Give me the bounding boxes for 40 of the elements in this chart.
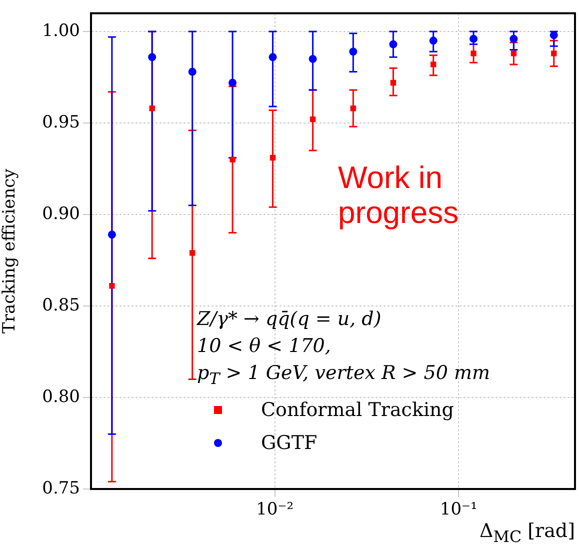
point <box>349 48 358 56</box>
y-tick-label: 0.80 <box>42 386 80 407</box>
point <box>108 230 116 239</box>
annotation: 10 < θ < 170, <box>197 334 332 359</box>
point <box>350 106 356 112</box>
legend-label: GGTF <box>261 432 318 454</box>
x-axis-title: Δ$_{MC}$ [rad] <box>480 520 575 546</box>
point <box>430 62 436 68</box>
y-tick-label: 0.90 <box>42 204 80 224</box>
y-tick-label: 0.95 <box>42 112 80 132</box>
point <box>188 68 196 76</box>
point <box>308 54 317 63</box>
point <box>429 36 438 45</box>
y-tick-label: 0.85 <box>42 295 80 316</box>
point <box>270 154 276 161</box>
point <box>470 50 476 56</box>
legend-label: Conformal Tracking <box>261 398 454 420</box>
point <box>109 283 115 289</box>
y-tick-label: 0.75 <box>42 478 80 498</box>
point <box>510 34 518 43</box>
point <box>389 40 398 48</box>
point <box>230 156 236 162</box>
annotation: Z/γ* → qq̄(q = u, d) <box>197 307 382 332</box>
point <box>551 50 557 56</box>
point <box>390 80 396 86</box>
y-axis-title: Tracking efficiency <box>0 168 20 334</box>
y-tick-label: 1.00 <box>42 20 80 41</box>
point <box>148 53 156 62</box>
point <box>310 116 316 122</box>
point <box>470 34 478 43</box>
point <box>268 53 277 62</box>
annotation: p$_{T}$ > 1 GeV, vertex R > 50 mm <box>197 361 490 390</box>
annotation: Work in progress <box>338 160 460 230</box>
point <box>550 31 558 40</box>
point <box>190 250 196 256</box>
point <box>510 50 517 56</box>
x-tick-label: 10⁻² <box>256 500 294 520</box>
point <box>228 78 237 87</box>
x-tick-label: 10⁻¹ <box>440 500 478 520</box>
point <box>149 106 155 112</box>
